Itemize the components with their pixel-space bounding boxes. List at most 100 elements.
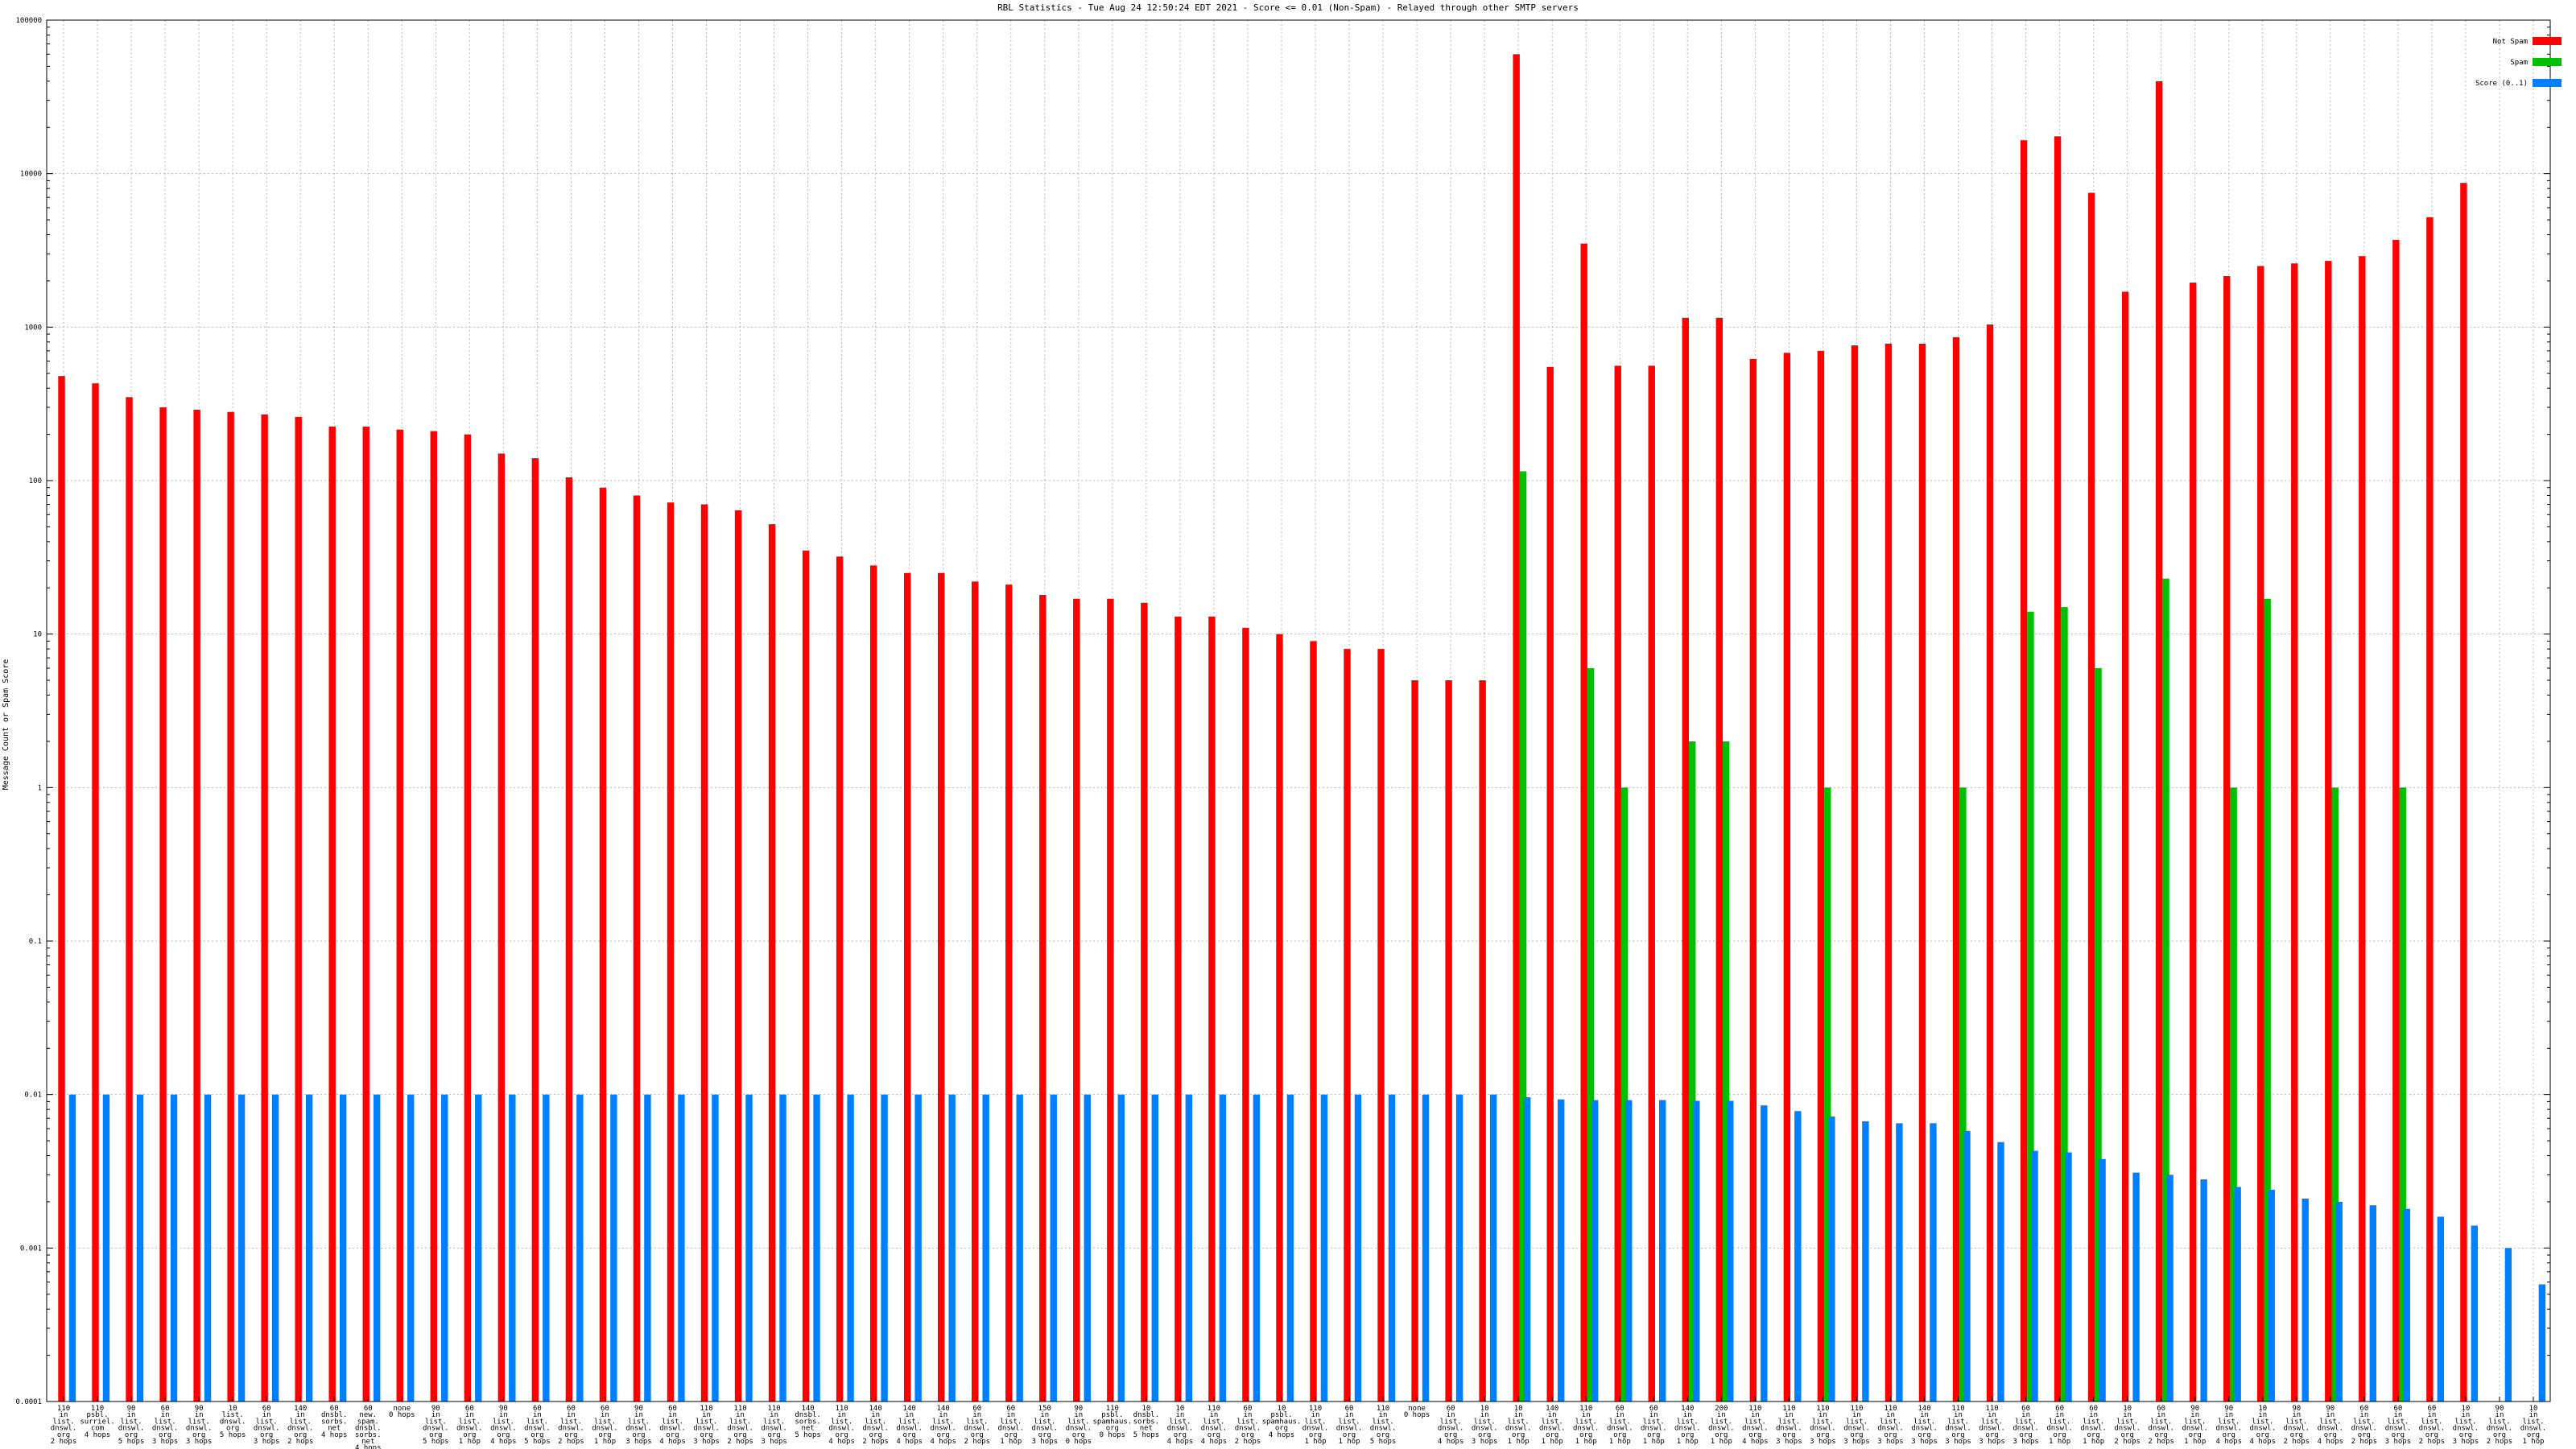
- x-tick-label: 140 dnsbl. sorbs. net 5 hops: [795, 1405, 821, 1439]
- x-tick-label-line: 110: [1884, 1405, 1897, 1413]
- x-tick-label-line: 60: [1616, 1405, 1624, 1413]
- x-tick-label: none 0 hops: [389, 1405, 415, 1419]
- score-bar: [1693, 1100, 1700, 1402]
- x-tick-label-line: in: [195, 1411, 204, 1419]
- x-tick-label-line: 2 hops: [2487, 1438, 2513, 1446]
- x-tick-label-line: list.: [188, 1418, 210, 1426]
- x-tick-label: 110 in list. dnswl. org 5 hops: [1370, 1405, 1397, 1446]
- x-tick-label-line: dnswl.: [118, 1425, 145, 1433]
- x-tick-label-line: list.: [2252, 1418, 2273, 1426]
- not-spam-bar: [1885, 343, 1893, 1402]
- x-tick-label-line: net: [328, 1425, 341, 1433]
- x-tick-label-line: org: [2324, 1431, 2337, 1439]
- x-tick-label-line: dnswl.: [1505, 1425, 1532, 1433]
- x-tick-label-line: 2 hops: [2419, 1438, 2446, 1446]
- x-tick-label-line: 10: [2258, 1405, 2267, 1413]
- x-tick-label-line: org: [125, 1431, 138, 1439]
- x-tick-label: 10 in list. dnswl. org 1 hop: [1505, 1405, 1532, 1446]
- x-tick-label-line: 60: [2157, 1405, 2165, 1413]
- x-tick-label-line: org: [429, 1431, 442, 1439]
- x-tick-label-line: 3 hops: [152, 1438, 179, 1446]
- x-tick-label-line: surriel.: [80, 1418, 114, 1426]
- x-tick-label-line: 3 hops: [2013, 1438, 2039, 1446]
- x-tick-label-line: org: [733, 1431, 746, 1439]
- x-tick-label-line: sorbs.: [321, 1418, 348, 1426]
- not-spam-bar: [937, 572, 945, 1402]
- x-tick-label-line: 3 hops: [1877, 1438, 1904, 1446]
- x-tick-label-line: list.: [425, 1418, 447, 1426]
- x-tick-label: 60 in list. dnswl. org 1 hop: [1607, 1405, 1633, 1446]
- x-tick-label: 60 in list. dnswl. org 4 hops: [1438, 1405, 1464, 1446]
- x-tick-label-line: in: [2359, 1411, 2368, 1419]
- not-spam-bar: [1614, 365, 1621, 1402]
- x-tick-label-line: 2 hops: [2284, 1438, 2310, 1446]
- x-tick-label-line: 3 hops: [2385, 1438, 2412, 1446]
- x-tick-label: 60 in list. dnswl. org 2 hops: [1235, 1405, 1261, 1446]
- x-tick-label: none 0 hops: [1404, 1405, 1430, 1419]
- score-bar: [813, 1094, 820, 1402]
- x-tick-label-line: dnswl.: [490, 1425, 517, 1433]
- x-tick-label-line: list.: [222, 1411, 244, 1419]
- x-tick-label: 90 in list. dnswl. org 2 hops: [2284, 1405, 2310, 1446]
- x-tick-label: 90 in list. dnswl. org 5 hops: [423, 1405, 449, 1446]
- x-tick-label-line: list.: [2421, 1418, 2442, 1426]
- x-tick-label-line: dnswl.: [2318, 1425, 2344, 1433]
- not-spam-bar: [2325, 261, 2332, 1402]
- x-tick-label-line: in: [1683, 1411, 1692, 1419]
- score-bar: [2369, 1205, 2376, 1402]
- score-bar: [1523, 1097, 1531, 1402]
- x-tick-label-line: list.: [1677, 1418, 1699, 1426]
- x-tick-label: 110 in list. dnswl. org 4 hops: [1742, 1405, 1769, 1446]
- x-tick-label: 60 in list. dnswl. org 2 hops: [2351, 1405, 2378, 1446]
- x-tick-label-line: 2 hops: [727, 1438, 753, 1446]
- x-tick-label-line: in: [1616, 1411, 1624, 1419]
- not-spam-bar: [1344, 649, 1351, 1402]
- x-tick-label-line: 60: [1244, 1405, 1253, 1413]
- x-tick-label-line: 5 hops: [795, 1431, 821, 1439]
- not-spam-bar: [700, 504, 708, 1402]
- x-tick-label-line: org: [2053, 1431, 2066, 1439]
- x-tick-label-line: dnsbl.: [355, 1425, 382, 1433]
- x-tick-label-line: list.: [290, 1418, 312, 1426]
- x-tick-label-line: 110: [57, 1405, 70, 1413]
- not-spam-bar: [903, 572, 911, 1402]
- score-bar: [712, 1094, 719, 1402]
- x-tick-label-line: 1 hop: [1542, 1438, 1563, 1446]
- score-bar: [2403, 1208, 2411, 1402]
- x-tick-label-line: org: [2358, 1431, 2371, 1439]
- score-bar: [1963, 1130, 1971, 1402]
- spam-bar: [1959, 787, 1967, 1402]
- x-tick-label-line: 90: [634, 1405, 643, 1413]
- x-tick-label: 110 in list. dnswl. org 3 hops: [761, 1405, 787, 1446]
- x-tick-label-line: list.: [493, 1418, 514, 1426]
- x-tick-label-line: org: [1715, 1431, 1728, 1439]
- x-tick-label-line: 60: [161, 1405, 170, 1413]
- x-tick-label-line: 200: [1715, 1405, 1728, 1413]
- x-tick-label-line: dnswl.: [1843, 1425, 1870, 1433]
- x-tick-label-line: list.: [1034, 1418, 1055, 1426]
- x-tick-label-line: list.: [459, 1418, 481, 1426]
- x-tick-label-line: 110: [1850, 1405, 1863, 1413]
- x-tick-label-line: in: [1210, 1411, 1219, 1419]
- x-tick-label-line: 4 hops: [2318, 1438, 2344, 1446]
- x-tick-label-line: 90: [2190, 1405, 2199, 1413]
- x-tick-label-line: 2 hops: [51, 1438, 77, 1446]
- x-tick-label: 10 in list. dnswl. org 3 hops: [1472, 1405, 1498, 1446]
- x-tick-label: 60 in list. dnswl. org 4 hops: [659, 1405, 686, 1446]
- x-tick-label-line: list.: [763, 1418, 785, 1426]
- x-tick-label-line: list.: [1778, 1418, 1800, 1426]
- not-spam-bar: [2155, 80, 2163, 1402]
- score-bar: [305, 1094, 313, 1402]
- score-bar: [1388, 1094, 1396, 1402]
- x-tick-label-line: org: [1884, 1431, 1897, 1439]
- x-tick-label-line: 2 hops: [2148, 1438, 2174, 1446]
- x-tick-label-line: 90: [2326, 1405, 2334, 1413]
- x-tick-label-line: org: [2290, 1431, 2303, 1439]
- x-tick-label-line: in: [702, 1411, 711, 1419]
- x-tick-label-line: in: [770, 1411, 778, 1419]
- x-tick-label-line: dnswl.: [828, 1425, 855, 1433]
- x-tick-label: 110 in list. dnswl. org 1 hop: [1573, 1405, 1600, 1446]
- x-tick-label-line: dnswl.: [220, 1418, 246, 1426]
- x-tick-label-line: list.: [52, 1418, 74, 1426]
- not-spam-bar: [1276, 634, 1283, 1402]
